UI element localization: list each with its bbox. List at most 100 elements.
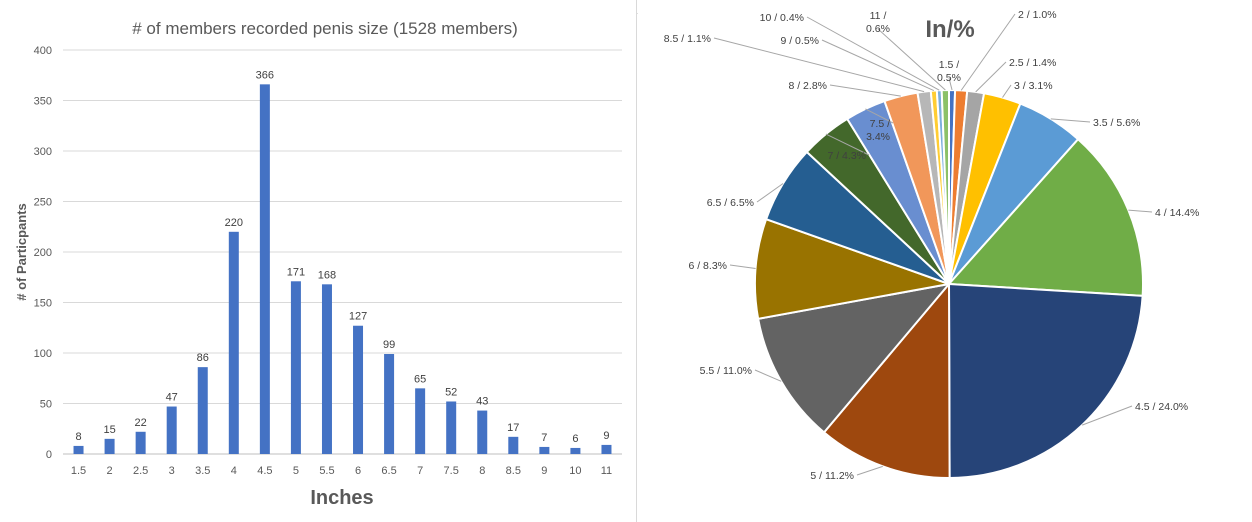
pie-data-label: 7.5 /3.4%: [866, 118, 890, 143]
bar-x-tick-label: 7: [417, 465, 423, 477]
bar-y-axis: 0 50 100 150 200 250 300 350 400: [34, 45, 52, 461]
bar-x-tick-label: 8: [479, 465, 485, 477]
pie-leader-line: [975, 61, 1007, 93]
bar-y-axis-title: # of Particpants: [14, 203, 29, 301]
bar-data-label: 220: [225, 217, 243, 229]
bar-y-tick-label: 200: [34, 247, 52, 259]
pie-data-label: 2 / 1.0%: [1018, 9, 1057, 21]
bar-x-axis: 1.5 2 2.5 3 3.5 4 4.5 5 5.5 6 6.5 7 7.5 8 8.5 9 10 11: [71, 465, 612, 477]
bar-data-label: 6: [572, 433, 578, 445]
pie-data-label: 6 / 8.3%: [688, 260, 727, 272]
bar-data-label: 52: [445, 386, 457, 398]
bar: [197, 367, 208, 454]
pie-data-label: 8 / 2.8%: [788, 80, 827, 92]
bar-chart-title: # of members recorded penis size (1528 m…: [132, 19, 518, 38]
bar-y-tick-label: 300: [34, 146, 52, 158]
bar-y-tick-label: 250: [34, 197, 52, 209]
bar: [228, 231, 239, 454]
bar: [321, 284, 332, 454]
bar-data-label: 15: [103, 424, 115, 436]
bar-x-tick-label: 7.5: [444, 465, 459, 477]
pie-leader-line: [806, 16, 940, 91]
bar-chart: # of members recorded penis size (1528 m…: [14, 19, 622, 509]
bar-data-label: 17: [507, 422, 519, 434]
bar: [446, 401, 457, 454]
bar-data-label: 127: [349, 311, 367, 323]
bar: [601, 444, 612, 454]
pie-leader-line: [829, 84, 901, 97]
pie-leader-line: [821, 39, 935, 92]
pie-chart: In/% 1.5 /0.5% 2 / 1.0% 2.5 / 1.4% 3 / 3.1%…: [664, 9, 1200, 482]
bar: [570, 447, 581, 454]
bar-data-label: 65: [414, 373, 426, 385]
bar-x-tick-label: 6: [355, 465, 361, 477]
pie-data-label: 4.5 / 24.0%: [1135, 401, 1188, 413]
pie-leader-line: [1081, 405, 1133, 426]
pie-leader-line: [877, 28, 946, 91]
bar-data-label: 43: [476, 396, 488, 408]
pie-data-label: 10 / 0.4%: [760, 12, 804, 24]
bar-x-tick-label: 6.5: [381, 465, 396, 477]
pie-data-label: 8.5 / 1.1%: [664, 33, 711, 45]
bar: [135, 431, 146, 454]
pie-data-label: 3 / 3.1%: [1014, 80, 1053, 92]
bar-y-tick-label: 400: [34, 45, 52, 57]
bar-y-tick-label: 0: [46, 449, 52, 461]
pie-data-label: 1.5 /0.5%: [937, 59, 961, 84]
bar-x-tick-label: 1.5: [71, 465, 86, 477]
bar: [415, 388, 426, 454]
pie-leader-line: [825, 133, 870, 156]
bar-data-label: 171: [287, 266, 305, 278]
pie-data-label: 2.5 / 1.4%: [1009, 57, 1056, 69]
bar-series: 8 15 22 47 86 220 366 171 168 127 99 65 52 43 17 7 6 9: [73, 69, 612, 454]
bar-x-axis-title: Inches: [310, 487, 373, 509]
bar-x-tick-label: 4.5: [257, 465, 272, 477]
bar: [73, 445, 84, 454]
pie-data-label: 5.5 / 11.0%: [700, 365, 752, 377]
pie-data-label: 6.5 / 6.5%: [707, 197, 754, 209]
pie-data-label: 11 /0.6%: [866, 10, 890, 35]
pie-leader-line: [865, 108, 894, 124]
bar-y-tick-label: 150: [34, 298, 52, 310]
bar-x-tick-label: 9: [541, 465, 547, 477]
bar: [290, 281, 301, 454]
bar-x-tick-label: 5: [293, 465, 299, 477]
pie-chart-title: In/%: [925, 16, 974, 43]
pie-leader-line: [856, 465, 883, 476]
bar: [539, 446, 550, 454]
pie-slices: [754, 89, 1144, 479]
bar-data-label: 22: [135, 417, 147, 429]
pie-data-label: 7 / 4.3%: [827, 150, 866, 162]
bar: [104, 438, 115, 454]
bar-data-label: 8: [75, 431, 81, 443]
bar-y-tick-label: 50: [40, 399, 52, 411]
bar-x-tick-label: 8.5: [506, 465, 521, 477]
bar-x-tick-label: 3.5: [195, 465, 210, 477]
bar: [259, 84, 270, 454]
bar-y-tick-label: 100: [34, 348, 52, 360]
bar-y-tick-label: 350: [34, 96, 52, 108]
bar-chart-panel[interactable]: # of members recorded penis size (1528 m…: [0, 0, 637, 522]
pie-data-label: 3.5 / 5.6%: [1093, 117, 1140, 129]
bar-x-tick-label: 2.5: [133, 465, 148, 477]
pie-leader-line: [960, 13, 1016, 91]
pie-data-labels: 1.5 /0.5% 2 / 1.0% 2.5 / 1.4% 3 / 3.1% 3.5 /…: [664, 9, 1200, 482]
pie-leader-line: [948, 77, 953, 91]
bar: [477, 410, 488, 454]
bar: [353, 325, 364, 454]
bar-gridlines: [63, 49, 622, 455]
pie-leader-line: [1002, 84, 1012, 98]
bar-data-label: 366: [256, 69, 274, 81]
pie-data-label: 5 / 11.2%: [810, 470, 854, 482]
bar-data-label: 99: [383, 339, 395, 351]
pie-leader-line: [729, 264, 756, 269]
bar-x-tick-label: 5.5: [319, 465, 334, 477]
pie-chart-panel[interactable]: In/% 1.5 /0.5% 2 / 1.0% 2.5 / 1.4% 3 / 3.1%…: [638, 0, 1252, 522]
pie-leader-line: [1050, 118, 1091, 123]
bar-x-tick-label: 10: [569, 465, 581, 477]
bar-data-label: 7: [541, 432, 547, 444]
bar: [384, 354, 395, 454]
bar-data-label: 47: [166, 392, 178, 404]
pie-leader-lines: [713, 13, 1153, 476]
bar-data-label: 168: [318, 269, 336, 281]
